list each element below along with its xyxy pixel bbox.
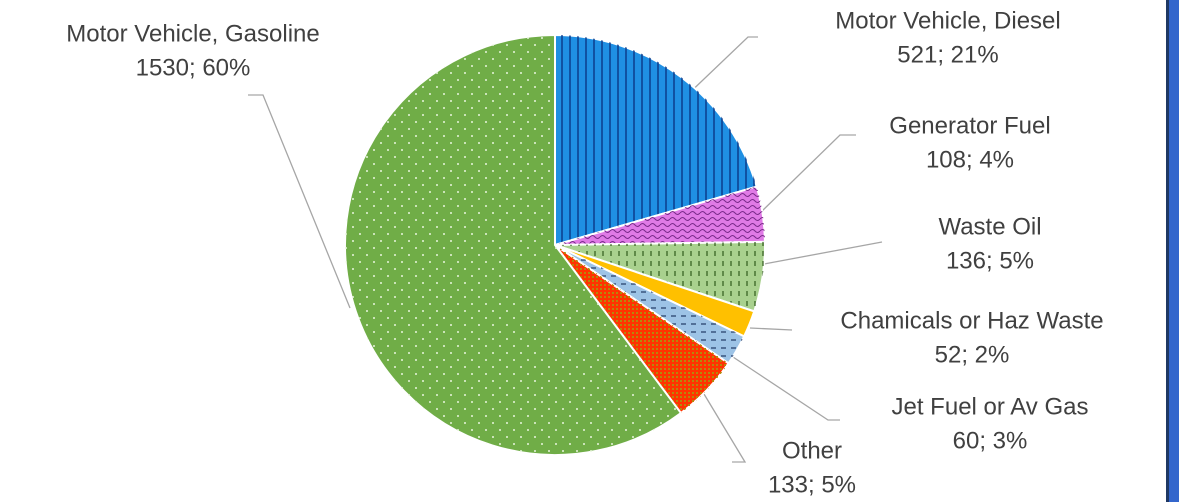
border-line: [1166, 0, 1169, 502]
leader-line: [759, 134, 856, 214]
slices: [344, 33, 766, 456]
slice-value-label: 108; 4%: [926, 146, 1014, 173]
leader-line: [732, 356, 840, 421]
slice-label: Motor Vehicle, Diesel: [835, 7, 1060, 34]
slice-value-label: 52; 2%: [935, 341, 1010, 368]
slice-label: Other: [782, 437, 842, 464]
leader-line: [763, 241, 883, 265]
slice-label: Waste Oil: [938, 213, 1041, 240]
leader-line: [248, 94, 351, 309]
border: [1169, 0, 1179, 502]
leader-line: [703, 393, 747, 463]
slice-value-label: 521; 21%: [897, 41, 998, 68]
slice-label: Jet Fuel or Av Gas: [892, 393, 1089, 420]
slice-value-label: 1530; 60%: [136, 54, 251, 81]
slice-label: Chamicals or Haz Waste: [840, 307, 1103, 334]
slice-value-label: 133; 5%: [768, 471, 856, 498]
slice-value-label: 60; 3%: [953, 427, 1028, 454]
slice-value-label: 136; 5%: [946, 247, 1034, 274]
leader-line: [749, 327, 793, 331]
leader-lines: [248, 36, 883, 463]
slice-label: Motor Vehicle, Gasoline: [66, 20, 319, 47]
slice-label: Generator Fuel: [889, 112, 1050, 139]
